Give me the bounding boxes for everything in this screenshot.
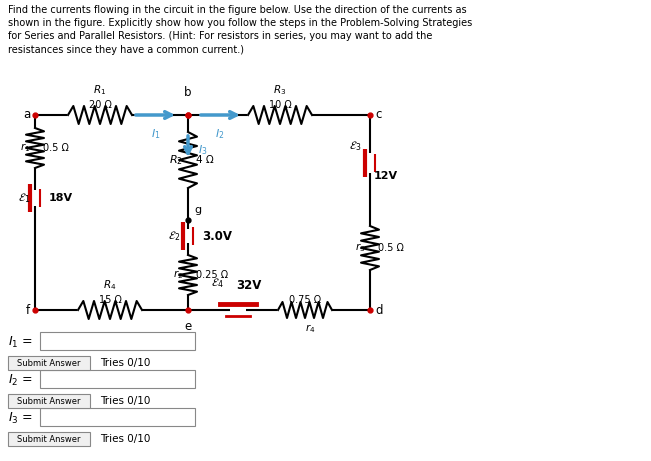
Text: Tries 0/10: Tries 0/10 — [100, 396, 150, 406]
Text: a: a — [23, 108, 30, 122]
Bar — [8, 356, 90, 370]
Text: $r_3$: $r_3$ — [355, 242, 365, 254]
Text: b: b — [184, 86, 192, 99]
Text: Find the currents flowing in the circuit in the figure below. Use the direction : Find the currents flowing in the circuit… — [8, 5, 472, 54]
Text: Tries 0/10: Tries 0/10 — [100, 434, 150, 444]
Text: e: e — [184, 320, 191, 333]
Text: $\mathcal{E}_3$: $\mathcal{E}_3$ — [350, 139, 362, 153]
Text: 3.0V: 3.0V — [202, 230, 232, 242]
Text: 0.75 Ω: 0.75 Ω — [289, 295, 321, 305]
Bar — [40, 408, 195, 426]
Text: Submit Answer: Submit Answer — [17, 396, 81, 406]
Bar — [40, 370, 195, 388]
Text: $r_4$: $r_4$ — [305, 322, 315, 335]
Text: $r_1$: $r_1$ — [20, 142, 30, 154]
Text: 18V: 18V — [49, 193, 73, 203]
Text: 32V: 32V — [236, 279, 261, 292]
Text: 4 Ω: 4 Ω — [196, 155, 214, 165]
Bar — [40, 332, 195, 350]
Text: g: g — [194, 205, 201, 215]
Text: Submit Answer: Submit Answer — [17, 359, 81, 367]
Text: $R_2$: $R_2$ — [169, 153, 183, 167]
Text: $I_1$ =: $I_1$ = — [8, 334, 33, 349]
Text: $\mathcal{E}_2$: $\mathcal{E}_2$ — [167, 229, 180, 243]
Text: 15 Ω: 15 Ω — [98, 295, 122, 305]
Text: $R_1$: $R_1$ — [93, 83, 107, 97]
Text: $R_3$: $R_3$ — [273, 83, 286, 97]
Text: $I_3$: $I_3$ — [198, 143, 208, 157]
Text: $\mathcal{E}_1$: $\mathcal{E}_1$ — [18, 191, 30, 205]
Text: Submit Answer: Submit Answer — [17, 435, 81, 443]
Text: 12V: 12V — [374, 171, 398, 181]
Text: $I_1$: $I_1$ — [151, 127, 161, 141]
Text: $I_2$ =: $I_2$ = — [8, 372, 33, 388]
Text: 0.5 Ω: 0.5 Ω — [378, 243, 404, 253]
Text: 20 Ω: 20 Ω — [89, 100, 111, 110]
Text: 0.25 Ω: 0.25 Ω — [196, 270, 228, 280]
Text: Tries 0/10: Tries 0/10 — [100, 358, 150, 368]
Text: $R_4$: $R_4$ — [104, 278, 117, 292]
Text: 10 Ω: 10 Ω — [269, 100, 292, 110]
Text: d: d — [375, 303, 383, 317]
Text: 0.5 Ω: 0.5 Ω — [43, 143, 69, 153]
Text: $I_3$ =: $I_3$ = — [8, 410, 33, 426]
Text: $r_2$: $r_2$ — [173, 269, 183, 281]
Text: c: c — [375, 108, 381, 122]
Bar — [8, 394, 90, 408]
Text: f: f — [26, 303, 30, 317]
Text: $I_2$: $I_2$ — [215, 127, 225, 141]
Text: $\mathcal{E}_4$: $\mathcal{E}_4$ — [211, 276, 224, 290]
Bar — [8, 432, 90, 446]
